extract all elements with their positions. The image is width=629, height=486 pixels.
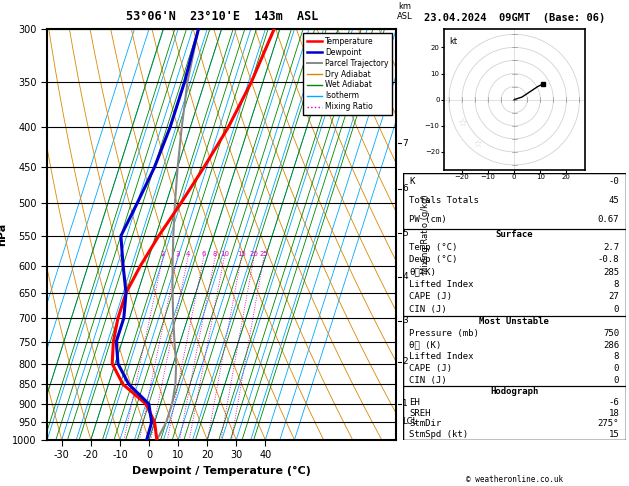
Text: StmSpd (kt): StmSpd (kt) <box>409 430 469 439</box>
Text: 6: 6 <box>201 251 206 257</box>
Text: Dewp (°C): Dewp (°C) <box>409 255 458 264</box>
Text: © weatheronline.co.uk: © weatheronline.co.uk <box>465 474 563 484</box>
Text: -0.8: -0.8 <box>598 255 619 264</box>
Text: Hodograph: Hodograph <box>490 387 538 396</box>
Text: 2: 2 <box>402 357 408 366</box>
Text: θᴇ(K): θᴇ(K) <box>409 268 436 277</box>
Text: 2: 2 <box>160 251 165 257</box>
Text: Lifted Index: Lifted Index <box>409 280 474 289</box>
Text: θᴇ (K): θᴇ (K) <box>409 341 442 349</box>
Text: LCL: LCL <box>402 417 417 426</box>
Text: 8: 8 <box>614 280 619 289</box>
Text: 23.04.2024  09GMT  (Base: 06): 23.04.2024 09GMT (Base: 06) <box>423 13 605 23</box>
Legend: Temperature, Dewpoint, Parcel Trajectory, Dry Adiabat, Wet Adiabat, Isotherm, Mi: Temperature, Dewpoint, Parcel Trajectory… <box>303 33 392 115</box>
Bar <box>403 173 626 229</box>
Text: 25: 25 <box>260 251 269 257</box>
Text: 0: 0 <box>614 376 619 385</box>
X-axis label: Dewpoint / Temperature (°C): Dewpoint / Temperature (°C) <box>132 466 311 476</box>
Text: 286: 286 <box>603 341 619 349</box>
Text: SREH: SREH <box>409 409 431 417</box>
Text: CIN (J): CIN (J) <box>409 305 447 314</box>
Text: 5: 5 <box>402 229 408 238</box>
Text: km
ASL: km ASL <box>397 1 413 21</box>
Text: 0: 0 <box>614 364 619 373</box>
Text: Surface: Surface <box>496 230 533 240</box>
Text: K: K <box>409 177 415 187</box>
Text: 2.7: 2.7 <box>603 243 619 252</box>
Text: ☆: ☆ <box>457 118 467 128</box>
Text: 4: 4 <box>402 272 408 281</box>
Text: PW (cm): PW (cm) <box>409 215 447 224</box>
Text: Temp (°C): Temp (°C) <box>409 243 458 252</box>
Text: -6: -6 <box>608 398 619 407</box>
Text: 750: 750 <box>603 329 619 338</box>
Text: 53°06'N  23°10'E  143m  ASL: 53°06'N 23°10'E 143m ASL <box>126 10 318 23</box>
Text: EH: EH <box>409 398 420 407</box>
Text: Mixing Ratio (g/kg): Mixing Ratio (g/kg) <box>421 195 430 274</box>
Text: 3: 3 <box>402 316 408 325</box>
Text: Lifted Index: Lifted Index <box>409 352 474 362</box>
Text: CAPE (J): CAPE (J) <box>409 364 452 373</box>
Text: 18: 18 <box>608 409 619 417</box>
Text: 15: 15 <box>237 251 246 257</box>
Text: 10: 10 <box>220 251 229 257</box>
Y-axis label: hPa: hPa <box>0 223 7 246</box>
Text: 7: 7 <box>402 139 408 148</box>
Text: 1: 1 <box>402 399 408 408</box>
Text: 275°: 275° <box>598 419 619 428</box>
Text: 45: 45 <box>608 196 619 205</box>
Text: StmDir: StmDir <box>409 419 442 428</box>
Text: 8: 8 <box>614 352 619 362</box>
Text: 27: 27 <box>608 293 619 301</box>
Text: -0: -0 <box>608 177 619 187</box>
Text: CIN (J): CIN (J) <box>409 376 447 385</box>
Text: 4: 4 <box>186 251 191 257</box>
Text: ☆: ☆ <box>473 139 482 149</box>
Text: Most Unstable: Most Unstable <box>479 317 549 326</box>
Text: 20: 20 <box>250 251 259 257</box>
Text: 0.67: 0.67 <box>598 215 619 224</box>
Text: Pressure (mb): Pressure (mb) <box>409 329 479 338</box>
Bar <box>403 386 626 440</box>
Text: 3: 3 <box>175 251 180 257</box>
Bar <box>403 229 626 315</box>
Text: CAPE (J): CAPE (J) <box>409 293 452 301</box>
Bar <box>403 315 626 386</box>
Text: Totals Totals: Totals Totals <box>409 196 479 205</box>
Text: kt: kt <box>449 37 457 46</box>
Text: 0: 0 <box>614 305 619 314</box>
Text: 285: 285 <box>603 268 619 277</box>
Text: 8: 8 <box>213 251 218 257</box>
Text: 6: 6 <box>402 184 408 193</box>
Text: 15: 15 <box>608 430 619 439</box>
